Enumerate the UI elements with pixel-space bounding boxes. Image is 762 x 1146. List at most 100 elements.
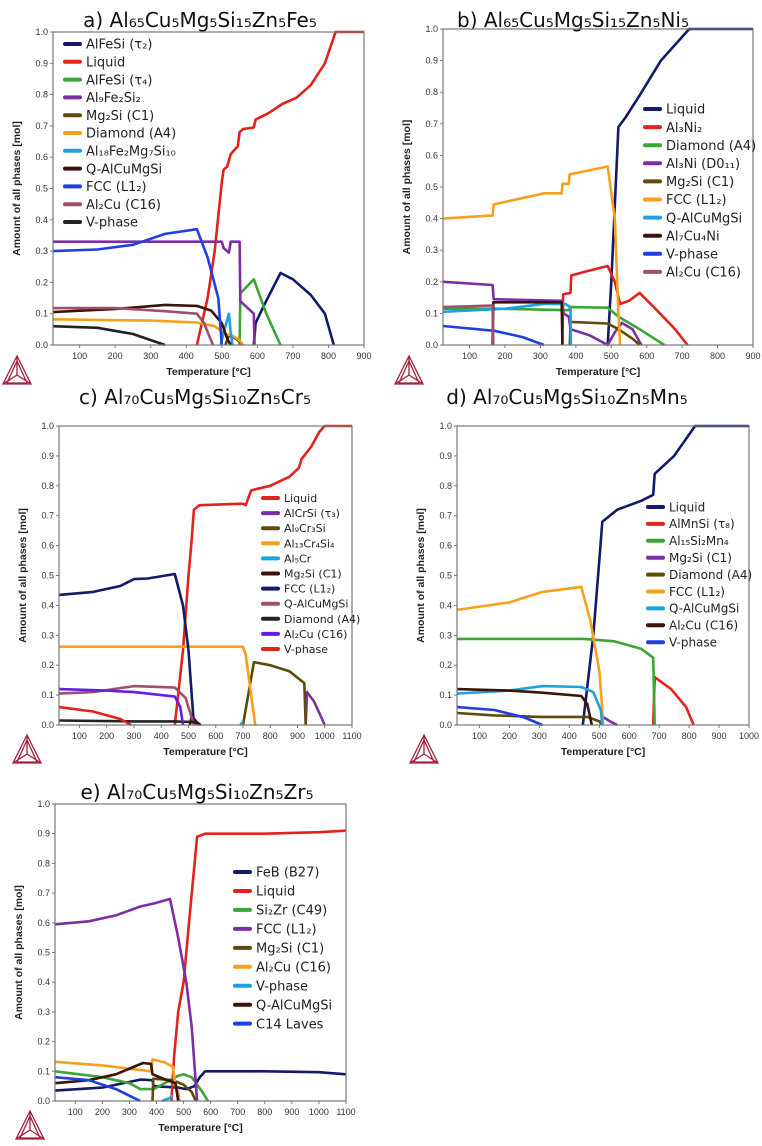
y-axis-label: Amount of all phases [mol]	[13, 885, 25, 1020]
series-line	[456, 687, 594, 726]
legend-item: Al₁₃Cr₄Si₄	[261, 537, 335, 550]
legend-label: Mg₂Si (C1)	[256, 942, 324, 957]
legend-item: FCC (L1₂)	[233, 923, 317, 938]
series-line	[58, 705, 132, 727]
series-line	[219, 312, 234, 346]
x-tick-label: 500	[214, 351, 229, 361]
legend-label: Mg₂Si (C1)	[284, 567, 342, 580]
y-tick-label: 0.1	[35, 309, 48, 319]
thermo-calc-logo-icon	[11, 733, 43, 764]
legend-item: Q-AlCuMgSi	[643, 211, 742, 226]
chart-panel-d: d) Al₇₀Cu₅Mg₅Si₁₀Zn₅Mn₅ 0.0 0.1 0.2 0.3 0.4 0.…	[408, 385, 759, 764]
legend-item: Mg₂Si (C1)	[261, 567, 342, 580]
series-line	[442, 302, 573, 346]
y-tick-label: 0.5	[439, 571, 452, 581]
x-tick-label: 100	[68, 1107, 83, 1117]
x-tick-label: 600	[250, 351, 265, 361]
legend-label: Al₁₃Cr₄Si₄	[284, 537, 335, 550]
legend-item: Mg₂Si (C1)	[646, 551, 732, 565]
legend-item: Al₃Ni₂	[643, 121, 702, 136]
x-axis-label: Temperature [°C]	[166, 366, 251, 378]
legend-item: Q-AlCuMgSi	[233, 998, 332, 1013]
series-line	[58, 572, 196, 726]
legend-label: V-phase	[86, 216, 138, 231]
legend-item: Liquid	[63, 55, 125, 70]
chart-title: c) Al₇₀Cu₅Mg₅Si₁₀Zn₅Cr₅	[79, 385, 311, 409]
legend-label: Liquid	[86, 55, 125, 70]
logo-triangle	[14, 1109, 46, 1140]
legend-label: Diamond (A4)	[86, 127, 176, 142]
x-tick-label: 1100	[336, 1107, 355, 1117]
series-line	[241, 660, 307, 726]
series-line	[173, 424, 352, 726]
y-tick-label: 0.4	[35, 215, 48, 225]
chart-panel-a: a) Al₆₅Cu₅Mg₅Si₁₅Zn₅Fe₅ 0.0 0.1 0.2 0.3 0.4 0.…	[1, 8, 372, 385]
legend-item: FCC (L1₂)	[261, 583, 335, 596]
series-line	[304, 690, 326, 726]
x-tick-label: 400	[562, 731, 577, 741]
x-axis-label: Temperature [°C]	[158, 1122, 243, 1134]
logo-triangle	[408, 733, 440, 764]
legend-label: FCC (L1₂)	[284, 583, 335, 596]
legend-label: Liquid	[666, 103, 705, 118]
x-tick-label: 1000	[309, 1107, 329, 1117]
series-line	[457, 637, 656, 726]
legend-item: V-phase	[261, 643, 328, 656]
logo-triangle	[393, 354, 425, 385]
y-tick-label: 0.2	[37, 1037, 50, 1047]
legend-item: Liquid	[646, 500, 705, 514]
x-tick-label: 700	[675, 351, 690, 361]
legend-label: Liquid	[669, 500, 705, 514]
legend-label: Al₂Cu (C16)	[256, 960, 331, 975]
chart-title: e) Al₇₀Cu₅Mg₅Si₁₀Zn₅Zr₅	[81, 780, 314, 804]
legend-item: Mg₂Si (C1)	[63, 109, 154, 124]
x-tick-label: 200	[497, 351, 512, 361]
chart-panel-c: c) Al₇₀Cu₅Mg₅Si₁₀Zn₅Cr₅ 0.0 0.1 0.2 0.3 0.4 0.…	[11, 385, 362, 764]
y-tick-label: 0.7	[41, 511, 54, 521]
legend-label: Q-AlCuMgSi	[284, 598, 348, 611]
x-tick-label: 200	[95, 1107, 110, 1117]
series-line	[59, 645, 257, 726]
series-line	[252, 271, 336, 346]
legend-label: Al₂Cu (C16)	[284, 628, 347, 641]
legend-item: AlCrSi (τ₃)	[261, 507, 340, 520]
legend-item: Diamond (A4)	[643, 139, 756, 154]
y-tick-label: 0.4	[37, 977, 50, 987]
legend-label: Diamond (A4)	[284, 613, 360, 626]
legend-item: Mg₂Si (C1)	[233, 942, 324, 957]
legend-item: FCC (L1₂)	[63, 180, 147, 195]
legend-label: C14 Laves	[256, 1017, 324, 1032]
series-line	[54, 897, 199, 1102]
legend-item: V-phase	[646, 636, 717, 650]
legend-label: Mg₂Si (C1)	[86, 109, 154, 124]
legend-label: AlMnSi (τ₈)	[669, 517, 735, 531]
y-axis-label: Amount of all phases [mol]	[401, 120, 413, 255]
legend-label: FCC (L1₂)	[86, 180, 147, 195]
thermo-calc-logo-icon	[393, 354, 425, 385]
legend-item: Diamond (A4)	[63, 127, 176, 142]
legend-item: Q-AlCuMgSi	[63, 162, 162, 177]
legend-label: Diamond (A4)	[666, 139, 756, 154]
legend-item: Al₃Ni (D0₁₁)	[643, 157, 740, 172]
series-line	[442, 165, 622, 346]
legend-label: Mg₂Si (C1)	[666, 175, 734, 190]
logo-triangle	[11, 733, 43, 764]
y-tick-label: 0.7	[439, 511, 452, 521]
legend-item: C14 Laves	[233, 1017, 324, 1032]
x-tick-label: 500	[592, 731, 607, 741]
legend-item: Al₇Cu₄Ni	[643, 229, 720, 244]
series-line	[442, 304, 495, 346]
legend-item: Al₂Cu (C16)	[643, 266, 741, 281]
legend-item: Q-AlCuMgSi	[261, 598, 348, 611]
series-line	[195, 30, 364, 346]
x-tick-label: 900	[284, 1107, 299, 1117]
x-tick-label: 700	[285, 351, 300, 361]
x-tick-label: 900	[712, 731, 727, 741]
series-line	[52, 227, 224, 346]
legend-item: AlMnSi (τ₈)	[646, 517, 735, 531]
legend-item: Al₅Cr	[261, 552, 312, 565]
y-tick-label: 1.0	[41, 421, 54, 431]
legend-label: Q-AlCuMgSi	[256, 998, 332, 1013]
legend-label: Al₉Fe₂Si₂	[86, 91, 141, 106]
legend-label: FeB (B27)	[256, 866, 319, 881]
